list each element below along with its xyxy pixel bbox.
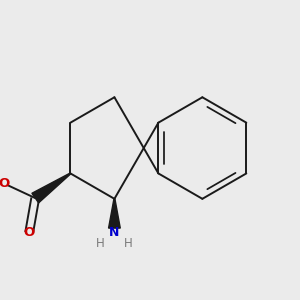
Text: O: O bbox=[0, 177, 10, 190]
Text: O: O bbox=[23, 226, 35, 239]
Polygon shape bbox=[32, 173, 71, 203]
Text: N: N bbox=[109, 226, 120, 238]
Text: H: H bbox=[124, 237, 133, 250]
Text: H: H bbox=[96, 237, 105, 250]
Polygon shape bbox=[109, 199, 120, 228]
